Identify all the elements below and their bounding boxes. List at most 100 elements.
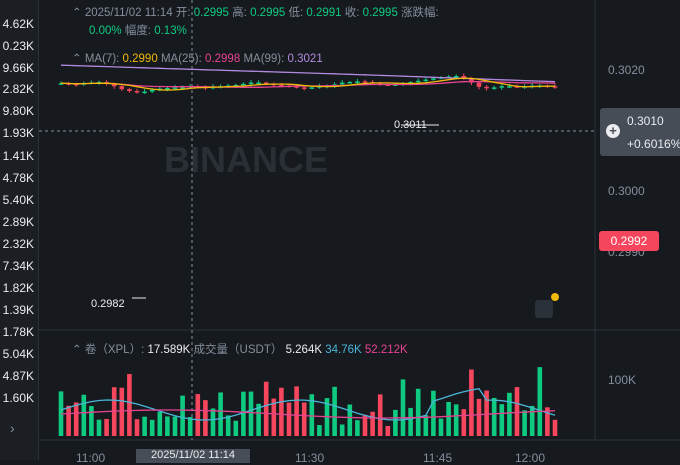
time-axis-label: 12:00: [515, 451, 546, 465]
volume-bar: [89, 406, 94, 436]
volume-bar: [514, 387, 520, 436]
ma25-label: MA(25):: [160, 53, 202, 65]
left-value: 9.80K: [2, 104, 34, 118]
left-value: 5.04K: [2, 347, 34, 361]
left-value: 2.32K: [2, 237, 34, 251]
candle-body: [309, 87, 315, 89]
volume-bar: [225, 415, 231, 436]
left-value: 1.82K: [2, 281, 34, 295]
volume-bar: [408, 407, 413, 436]
open-value: 0.2995: [193, 7, 229, 19]
volume-label: 卷（XPL）:: [84, 344, 145, 356]
time-axis-label: 11:30: [295, 451, 325, 465]
candle-body: [149, 89, 155, 92]
left-value: 1.78K: [2, 325, 34, 339]
notification-dot-icon: [551, 293, 559, 301]
volume-bar: [271, 398, 277, 436]
volume-bar: [370, 411, 375, 436]
candle-body: [362, 81, 368, 83]
volume-bar: [499, 404, 505, 436]
volume-ma-long-value: 52.212K: [364, 344, 408, 356]
ohlc-legend-row2: 0.00% 幅度: 0.13%: [89, 22, 187, 38]
volume-bar: [469, 369, 474, 436]
collapse-arrow-icon[interactable]: ⌃: [72, 7, 82, 19]
high-marker-label: 0.3011: [394, 119, 427, 131]
candle-body: [294, 86, 299, 88]
volume-bar: [529, 405, 535, 436]
crosshair-price-tag[interactable]: + 0.3010 +0.6016%: [600, 108, 680, 156]
volume-bar: [484, 390, 489, 436]
left-value: 1.93K: [2, 126, 34, 140]
ma-legend: ⌃ MA(7): 0.2990 MA(25): 0.2998 MA(99): 0…: [72, 51, 323, 65]
left-value: 1.39K: [2, 303, 34, 317]
volume-bar: [355, 420, 360, 436]
ma99-label: MA(99):: [243, 53, 285, 65]
note-icon[interactable]: [535, 300, 553, 318]
volume-bar: [400, 379, 406, 436]
volume-bar: [149, 419, 155, 436]
volume-bar: [294, 386, 299, 436]
left-value: 4.62K: [2, 17, 34, 31]
candle-body: [415, 80, 421, 83]
volume-ma-long-line: [60, 409, 556, 419]
candle-body: [256, 82, 261, 85]
candle-body: [301, 87, 307, 89]
candle-body: [248, 82, 254, 85]
volume-bar: [537, 367, 543, 436]
range-value: 0.13%: [154, 25, 187, 37]
collapse-arrow-icon[interactable]: ⌃: [72, 344, 82, 356]
volume-bar: [347, 404, 353, 436]
chevron-right-icon[interactable]: ›: [10, 420, 15, 436]
left-value-column: 4.62K 0.23K 9.66K 2.82K 9.80K 1.93K 1.41…: [0, 0, 39, 460]
time-axis-label: 11:45: [423, 451, 453, 465]
volume-bar: [96, 419, 102, 436]
volume-bar: [423, 415, 429, 436]
candle-body: [476, 82, 482, 87]
candle-body: [423, 79, 429, 82]
volume-bar: [545, 407, 550, 436]
candle-body: [469, 78, 474, 83]
left-value: 9.66K: [2, 61, 34, 75]
candle-body: [127, 89, 132, 91]
chart-canvas[interactable]: BINANCE 0.3011 0.2982: [39, 0, 680, 460]
volume-bar: [385, 425, 391, 436]
price-axis-label: 0.3000: [608, 184, 645, 198]
candle-body: [241, 83, 246, 86]
volume-bar: [317, 425, 322, 436]
volume-bar: [172, 416, 178, 436]
volume-bar: [142, 416, 147, 436]
candle-body: [111, 83, 117, 87]
crosshair-price: 0.3010: [627, 114, 664, 128]
left-value: 1.41K: [2, 149, 34, 163]
current-price-tag: 0.2992: [599, 231, 659, 251]
low-label: 低:: [288, 7, 304, 19]
volume-bar: [104, 418, 109, 436]
left-value: 7.34K: [2, 259, 34, 273]
volume-usdt-value: 5.264K: [285, 344, 323, 356]
close-value: 0.2995: [362, 7, 398, 19]
kline-chart[interactable]: BINANCE 0.3011 0.2982 ⌃ 2025/11/02 11:14…: [39, 0, 680, 465]
ohlc-legend: ⌃ 2025/11/02 11:14 开: 0.2995 高: 0.2995 低…: [72, 4, 439, 20]
low-value: 0.2991: [306, 7, 342, 19]
volume-bar: [256, 403, 261, 436]
candle-body: [165, 88, 170, 90]
high-value: 0.2995: [250, 7, 286, 19]
volume-bar: [127, 373, 132, 436]
candle-body: [180, 87, 185, 89]
candle-body: [552, 86, 558, 88]
volume-ma-short-line: [60, 387, 556, 421]
change-value: 0.00%: [89, 25, 122, 37]
volume-bar: [476, 398, 482, 436]
volume-bar: [263, 381, 269, 436]
candle-body: [279, 85, 284, 87]
candle-body: [408, 82, 413, 84]
volume-bar: [309, 394, 315, 436]
crosshair-time-tag: 2025/11/02 11:14: [136, 449, 250, 463]
range-label: 幅度:: [124, 25, 152, 37]
add-alert-icon[interactable]: +: [606, 124, 620, 138]
collapse-arrow-icon[interactable]: ⌃: [72, 53, 82, 65]
volume-bar: [73, 402, 79, 436]
volume-bar: [522, 410, 527, 436]
crosshair-change: +0.6016%: [627, 137, 680, 151]
candle-body: [507, 86, 512, 88]
